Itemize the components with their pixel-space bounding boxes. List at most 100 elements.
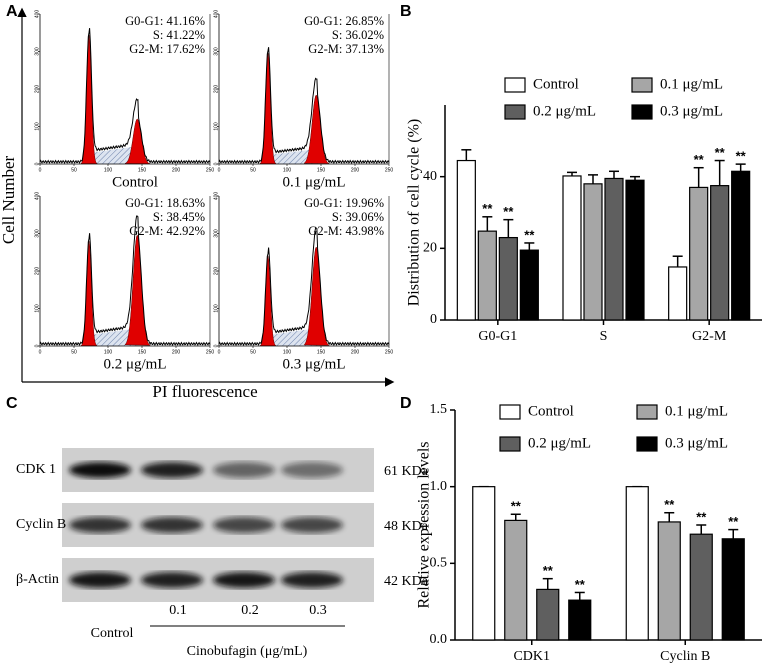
y-axis-label: Distribution of cell cycle (%) [406, 119, 423, 307]
significance: ** [524, 227, 535, 242]
bar [536, 588, 560, 641]
panel-label: C [6, 395, 18, 412]
histogram-name: 0.2 μg/mL [103, 356, 166, 372]
y-tick-label: 0 [34, 162, 40, 165]
y-tick-label: 0 [213, 162, 219, 165]
bar [472, 486, 496, 641]
y-tick-label: 200 [213, 267, 219, 276]
bar [731, 170, 751, 321]
legend-label: Control [528, 403, 574, 419]
bar [710, 185, 730, 321]
x-tick-label: 150 [317, 167, 326, 173]
histogram-curve [218, 47, 390, 165]
y-tick-label: 100 [34, 122, 40, 131]
y-tick-label: 400 [213, 10, 219, 19]
legend-swatch [636, 404, 658, 420]
histogram-curve [39, 28, 211, 165]
legend-swatch [499, 404, 521, 420]
x-tick-label: G2-M [692, 329, 727, 344]
bar [689, 533, 713, 641]
x-tick-label: 0 [39, 167, 42, 173]
histogram-name: Control [112, 174, 158, 190]
significance: ** [694, 152, 705, 167]
bar [604, 177, 624, 321]
x-tick-label: 250 [206, 167, 215, 173]
blot-band [281, 462, 343, 478]
bar [562, 175, 582, 321]
panel-label: A [6, 3, 18, 20]
panel-label: D [400, 395, 412, 412]
blot-size: 42 KDa [384, 574, 429, 589]
x-tick-label: CDK1 [513, 649, 550, 664]
y-tick-label: 40 [423, 169, 437, 184]
legend-label: 0.1 μg/mL [665, 403, 728, 419]
legend-swatch [631, 104, 653, 120]
histogram-name: 0.1 μg/mL [282, 174, 345, 190]
histogram-name: 0.3 μg/mL [282, 356, 345, 372]
phase-stat: G0-G1: 41.16% [125, 14, 205, 28]
y-tick-label: 200 [34, 85, 40, 94]
x-tick-label: 100 [283, 167, 292, 173]
legend-label: Control [533, 76, 579, 92]
blot-size: 48 KDa [384, 519, 429, 534]
legend-swatch [636, 436, 658, 452]
phase-stat: G2-M: 42.92% [129, 224, 205, 238]
phase-stat: G0-G1: 18.63% [125, 196, 205, 210]
y-tick-label: 1.0 [430, 479, 448, 494]
x-tick-label: 250 [385, 349, 394, 355]
legend-swatch [504, 77, 526, 93]
lane-label: 0.3 [309, 603, 327, 618]
y-tick-label: 0 [430, 312, 437, 327]
x-tick-label: 50 [250, 349, 256, 355]
phase-stat: G2-M: 37.13% [308, 42, 384, 56]
lane-label: Control [91, 626, 134, 641]
x-axis-label: PI fluorescence [152, 382, 257, 401]
phase-stat: G0-G1: 19.96% [304, 196, 384, 210]
x-tick-label: 100 [104, 349, 113, 355]
y-tick-label: 300 [34, 229, 40, 238]
y-tick-label: 0 [34, 344, 40, 347]
blot-band [69, 517, 131, 533]
lane-label: 0.1 [169, 603, 187, 618]
y-tick-label: 0.0 [430, 632, 448, 647]
blot-band [213, 462, 275, 478]
bar [721, 538, 745, 641]
y-tick-label: 20 [423, 241, 437, 256]
bar [456, 159, 476, 321]
blot-row-label: CDK 1 [16, 462, 56, 477]
phase-stat: G2-M: 17.62% [129, 42, 205, 56]
y-tick-label: 300 [213, 229, 219, 238]
significance: ** [728, 514, 739, 529]
treatment-label: Cinobufagin (μg/mL) [187, 644, 308, 659]
x-tick-label: 250 [206, 349, 215, 355]
y-tick-label: 300 [213, 47, 219, 56]
legend-swatch [631, 77, 653, 93]
significance: ** [664, 497, 675, 512]
significance: ** [696, 509, 707, 524]
blot-band [141, 517, 203, 533]
panel-label: B [400, 3, 412, 20]
x-tick-label: G0-G1 [478, 329, 517, 344]
x-tick-label: 0 [218, 349, 221, 355]
phase-stat: S: 39.06% [332, 210, 384, 224]
x-tick-label: S [600, 329, 608, 344]
legend-label: 0.2 μg/mL [528, 435, 591, 451]
y-tick-label: 100 [213, 122, 219, 131]
y-tick-label: 1.5 [430, 402, 448, 417]
blot-band [281, 572, 343, 588]
significance: ** [543, 563, 554, 578]
g1-peak [258, 255, 278, 346]
bar [477, 230, 497, 321]
y-tick-label: 0 [213, 344, 219, 347]
blot-band [141, 462, 203, 478]
bar [583, 183, 603, 321]
g2-peak [124, 118, 151, 164]
x-tick-label: 0 [39, 349, 42, 355]
histogram-curve [218, 227, 390, 347]
x-tick-label: 150 [138, 167, 147, 173]
legend-label: 0.2 μg/mL [533, 103, 596, 119]
x-tick-label: 200 [172, 349, 181, 355]
x-tick-label: 100 [283, 349, 292, 355]
x-tick-label: 200 [351, 349, 360, 355]
x-tick-label: 50 [71, 349, 77, 355]
